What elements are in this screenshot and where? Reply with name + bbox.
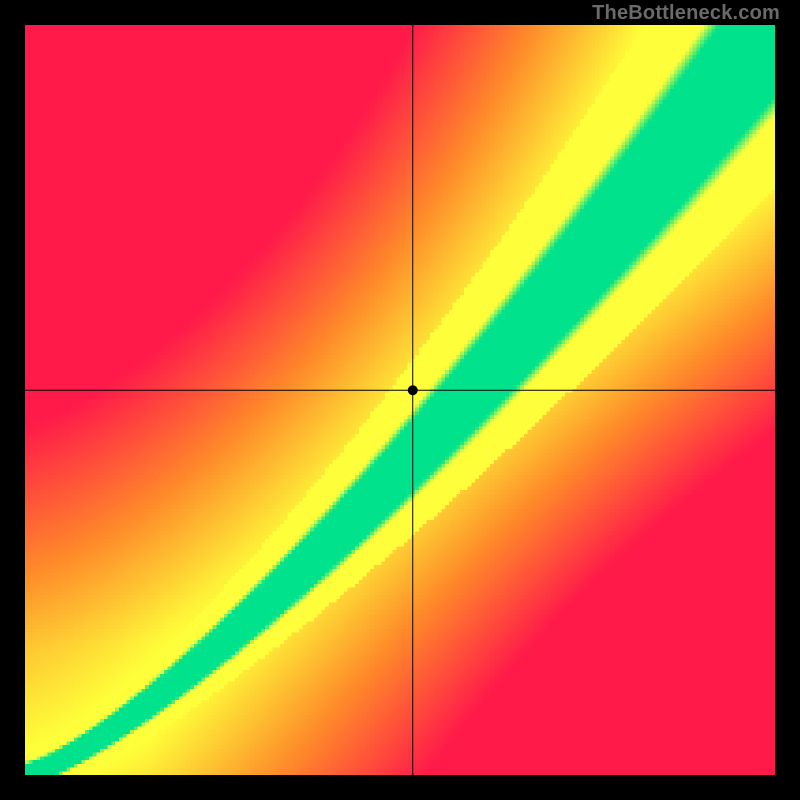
watermark-text: TheBottleneck.com <box>592 2 780 25</box>
bottleneck-heatmap <box>25 25 775 775</box>
heatmap-canvas <box>25 25 775 775</box>
